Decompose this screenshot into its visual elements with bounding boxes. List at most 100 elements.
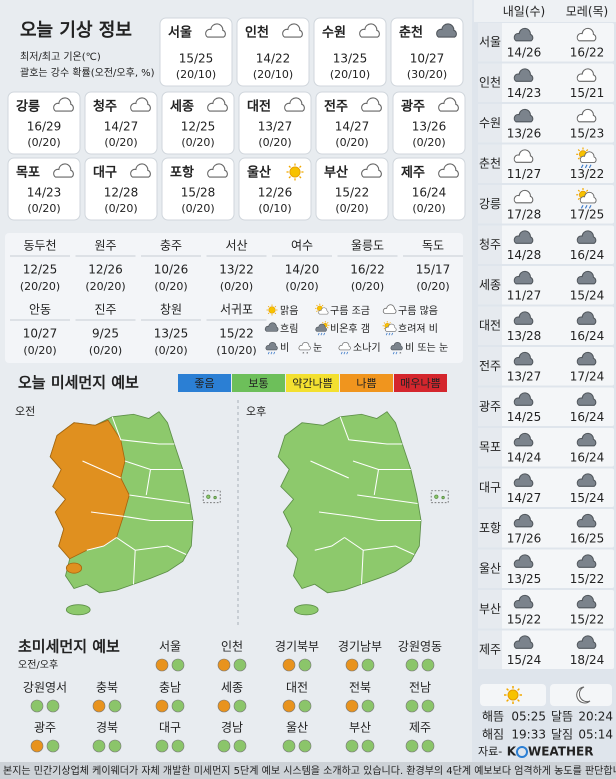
- sun-icon: [504, 686, 522, 704]
- weather-icon: [130, 163, 151, 178]
- cloud: [130, 163, 151, 178]
- weather-icon: [513, 392, 534, 406]
- city-name: 서울: [168, 25, 192, 41]
- section-title: 오늘 미세먼지 예보: [18, 374, 139, 392]
- weather-icon: [130, 97, 151, 112]
- weather-icon: [207, 97, 228, 112]
- footer-text: 본지는 민간기상업체 케이웨더가 자체 개발한 미세먼지 5단계 예보 시스템을…: [3, 764, 616, 777]
- city-name: 청주: [93, 99, 117, 115]
- weather-icon: [315, 321, 330, 336]
- cloud: [576, 351, 597, 366]
- section-title: 초미세먼지 예보: [18, 638, 120, 656]
- small-city-rain: (0/20): [416, 280, 449, 293]
- region-name: 경기남부: [338, 640, 382, 654]
- astro-label: 해짐: [482, 728, 504, 742]
- forecast-row: [478, 468, 614, 507]
- cloud: [576, 513, 597, 528]
- moon-box: [550, 684, 612, 706]
- forecast-temp: 18/24: [570, 653, 605, 667]
- icon-legend-label: 구름 조금: [330, 305, 370, 317]
- region-name: 강원영동: [398, 640, 442, 654]
- city-cell: [478, 225, 502, 264]
- cloud: [53, 97, 74, 112]
- city-temp: 10/27: [410, 52, 445, 66]
- city-cell: [478, 428, 502, 467]
- astro-time: 19:33: [511, 728, 546, 742]
- map-jeju: [65, 604, 91, 616]
- sun-ray: [389, 322, 391, 324]
- astro-time: 05:25: [511, 710, 546, 724]
- region-border: [357, 494, 418, 505]
- cloud: [282, 23, 303, 38]
- dust-am: [92, 739, 106, 753]
- map-island: [441, 495, 445, 500]
- city-name: 광주: [401, 100, 425, 115]
- forecast-row: [478, 590, 614, 629]
- city-cell: [478, 630, 502, 669]
- cloud: [264, 322, 279, 332]
- weather-icon: [53, 97, 74, 112]
- sun-ray: [321, 304, 324, 307]
- dust-level-label: 나쁨: [356, 377, 376, 390]
- day-header: 내일(수): [503, 5, 545, 19]
- region-name: 경기북부: [275, 640, 319, 654]
- city-cell: [478, 144, 502, 183]
- weather-icon: [359, 23, 380, 38]
- icon-legend-label: 비: [280, 342, 289, 354]
- city-cell: [478, 63, 502, 102]
- sun-ray: [517, 699, 520, 702]
- forecast-temp: 14/25: [507, 410, 542, 424]
- city-temp: 16/29: [27, 120, 62, 134]
- cloud: [576, 432, 597, 447]
- city-rain: (20/10): [253, 68, 293, 81]
- snow-flake: *: [302, 351, 304, 356]
- forecast-temp: 14/26: [507, 46, 542, 60]
- dust-pm: [361, 739, 375, 753]
- weather-icon: [513, 230, 534, 244]
- city-rain: (0/20): [104, 136, 137, 149]
- region-border: [314, 537, 345, 551]
- city-rain: (0/20): [27, 202, 60, 215]
- astro-label: 달뜸: [551, 710, 573, 724]
- cloud: [513, 351, 534, 366]
- cloud: [318, 307, 329, 315]
- sun-ray: [267, 305, 270, 308]
- dust-am: [345, 739, 359, 753]
- sun: [268, 306, 276, 314]
- weather-icon: [438, 163, 459, 178]
- city-rain: (20/10): [330, 68, 370, 81]
- sun-ray: [274, 305, 277, 308]
- city-cell: [478, 266, 502, 305]
- cloud: [576, 554, 597, 568]
- city-name: 인천: [245, 25, 269, 41]
- dust-level: [286, 374, 339, 392]
- weather-icon: [576, 432, 597, 447]
- weather-icon: [513, 513, 534, 528]
- city-cell: [478, 23, 502, 62]
- weather-icon: [576, 147, 597, 169]
- forecast-row: [478, 347, 614, 386]
- rain-drop: [588, 204, 592, 209]
- cloud: [513, 513, 534, 528]
- weather-icon: [338, 341, 351, 355]
- small-city-rain: (0/20): [351, 280, 384, 293]
- region-border: [310, 460, 349, 479]
- weather-icon: [576, 351, 597, 366]
- cloud: [338, 341, 351, 351]
- weather-icon: [576, 554, 597, 568]
- forecast-city: 춘천: [479, 155, 501, 170]
- dust-level-label: 매우나쁨: [400, 377, 440, 390]
- city-temp: 14/22: [256, 52, 291, 66]
- weather-icon: [513, 554, 534, 568]
- sun-ray: [274, 312, 277, 315]
- small-city-name: 서산: [225, 239, 247, 253]
- sun-ray: [506, 699, 509, 702]
- city-temp: 14/27: [335, 120, 370, 134]
- astro-label: 달짐: [551, 728, 573, 742]
- title: 오늘 기상 정보: [20, 20, 132, 41]
- forecast-temp: 15/22: [570, 572, 605, 586]
- weather-icon: [315, 303, 329, 315]
- astro-time: 20:24: [578, 710, 613, 724]
- weather-icon: [265, 341, 278, 355]
- small-city-rain: (0/20): [154, 344, 187, 357]
